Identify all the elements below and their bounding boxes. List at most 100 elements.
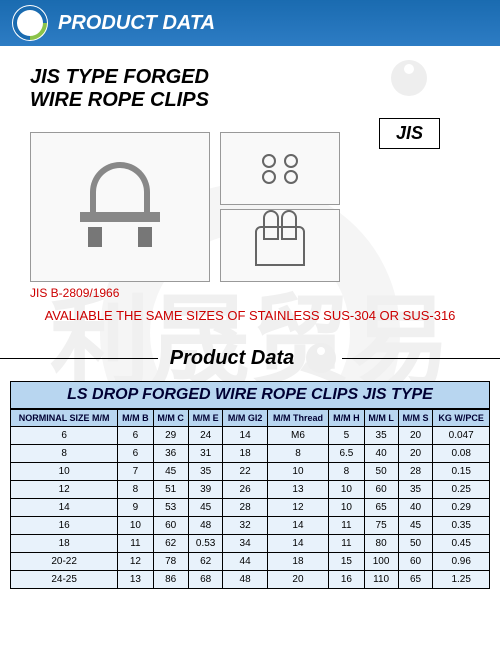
table-cell: 50 [364,463,398,481]
table-cell: 0.96 [433,553,490,571]
table-cell: 13 [118,571,153,589]
table-cell: 60 [153,517,188,535]
table-cell: 0.25 [433,481,490,499]
table-cell: 10 [11,463,118,481]
table-cell: 51 [153,481,188,499]
table-row: 1811620.5334141180500.45 [11,535,490,553]
table-cell: 10 [267,463,329,481]
table-cell: 9 [118,499,153,517]
table-cell: 68 [188,571,223,589]
table-cell: 0.53 [188,535,223,553]
table-cell: 0.45 [433,535,490,553]
table-cell: 24 [188,427,223,445]
table-row: 149534528121065400.29 [11,499,490,517]
table-header-cell: M/M H [329,410,364,427]
table-title: LS DROP FORGED WIRE ROPE CLIPS JIS TYPE [10,381,490,409]
table-cell: 48 [223,571,267,589]
table-cell: 31 [188,445,223,463]
table-row: 10745352210850280.15 [11,463,490,481]
table-cell: 32 [223,517,267,535]
table-cell: 34 [223,535,267,553]
table-cell: 28 [223,499,267,517]
table-cell: 0.35 [433,517,490,535]
jis-code: JIS B-2809/1966 [30,286,500,300]
table-cell: 6 [118,427,153,445]
table-cell: 16 [11,517,118,535]
table-cell: 15 [329,553,364,571]
table-cell: 65 [364,499,398,517]
section-title: Product Data [164,347,300,370]
table-cell: 62 [153,535,188,553]
availability-text: AVALIABLE THE SAME SIZES OF STAINLESS SU… [0,308,500,323]
table-header-cell: M/M E [188,410,223,427]
table-cell: 10 [329,499,364,517]
table-cell: 18 [267,553,329,571]
table-header-cell: M/M B [118,410,153,427]
table-cell: 12 [267,499,329,517]
table-header-cell: M/M C [153,410,188,427]
table-cell: 7 [118,463,153,481]
table-cell: 20 [267,571,329,589]
jis-badge-box: JIS [379,60,440,149]
table-header-cell: KG W/PCE [433,410,490,427]
table-cell: 20 [398,445,433,463]
table-cell: 53 [153,499,188,517]
table-cell: 40 [398,499,433,517]
table-cell: 5 [329,427,364,445]
table-row: 1610604832141175450.35 [11,517,490,535]
table-cell: 35 [364,427,398,445]
table-cell: 20 [398,427,433,445]
table-header-cell: M/M GI2 [223,410,267,427]
table-row: 128513926131060350.25 [11,481,490,499]
table-cell: 18 [223,445,267,463]
table-cell: 28 [398,463,433,481]
diagram-side-view [220,209,340,282]
table-cell: 75 [364,517,398,535]
diagram-row [0,132,500,282]
table-cell: 13 [267,481,329,499]
table-cell: M6 [267,427,329,445]
figure-3d-icon [391,60,427,96]
table-cell: 14 [267,517,329,535]
table-cell: 36 [153,445,188,463]
table-cell: 6 [11,427,118,445]
table-row: 20-22127862441815100600.96 [11,553,490,571]
table-cell: 8 [11,445,118,463]
table-cell: 60 [364,481,398,499]
table-cell: 14 [223,427,267,445]
table-cell: 110 [364,571,398,589]
jis-badge-label: JIS [379,118,440,149]
table-cell: 80 [364,535,398,553]
logo-icon [12,5,48,41]
table-cell: 22 [223,463,267,481]
table-cell: 20-22 [11,553,118,571]
table-cell: 100 [364,553,398,571]
table-cell: 0.15 [433,463,490,481]
section-title-row: Product Data [0,343,500,373]
table-row: 8636311886.540200.08 [11,445,490,463]
table-cell: 14 [267,535,329,553]
table-cell: 11 [329,517,364,535]
table-cell: 48 [188,517,223,535]
table-cell: 0.29 [433,499,490,517]
table-cell: 12 [118,553,153,571]
table-cell: 60 [398,553,433,571]
table-header-cell: M/M S [398,410,433,427]
table-cell: 29 [153,427,188,445]
table-cell: 39 [188,481,223,499]
table-cell: 11 [329,535,364,553]
figure-small-icon [306,343,336,373]
table-header-cell: M/M L [364,410,398,427]
table-cell: 65 [398,571,433,589]
table-cell: 35 [188,463,223,481]
table-cell: 44 [223,553,267,571]
table-cell: 8 [118,481,153,499]
table-cell: 14 [11,499,118,517]
table-cell: 35 [398,481,433,499]
table-cell: 8 [329,463,364,481]
table-cell: 0.047 [433,427,490,445]
table-cell: 16 [329,571,364,589]
table-cell: 10 [329,481,364,499]
table-cell: 45 [153,463,188,481]
table-cell: 6.5 [329,445,364,463]
